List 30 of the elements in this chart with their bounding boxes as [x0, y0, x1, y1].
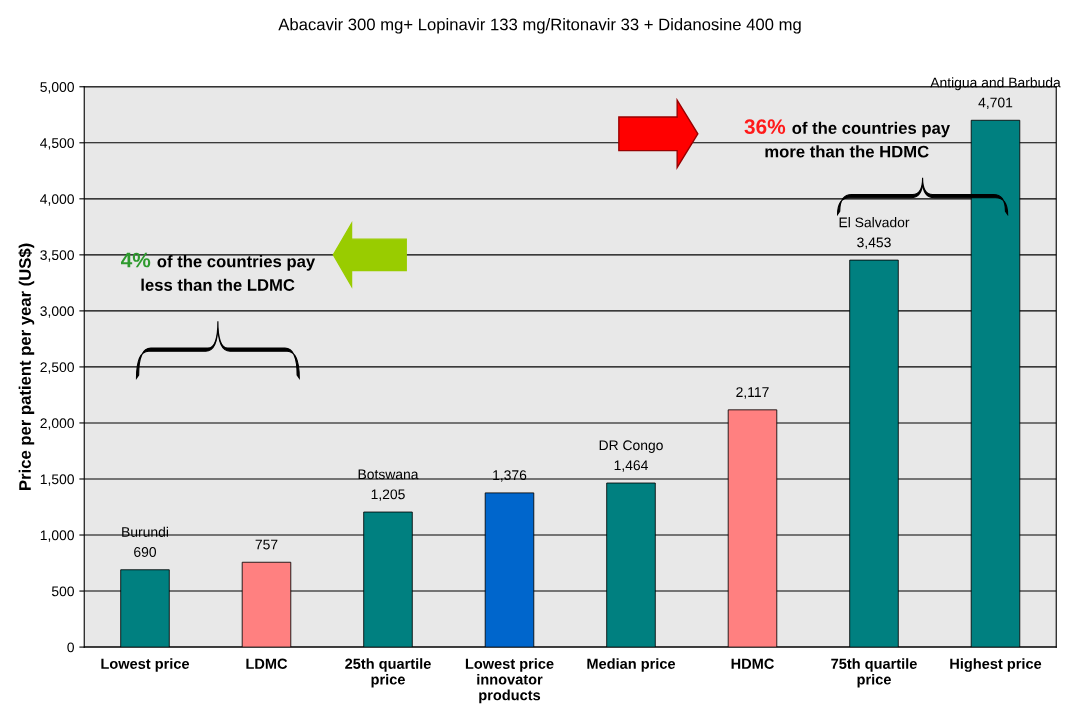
y-tick-label: 2,500: [40, 362, 74, 374]
y-axis-title: Price per patient per year (US$): [18, 243, 35, 490]
y-tick-label: 5,000: [40, 82, 74, 94]
data-label: Burundi 690: [122, 526, 168, 557]
x-tick-label: Median price: [587, 658, 676, 672]
chart-title: Abacavir 300 mg+ Lopinavir 133 mg/Ritonavir 33 + Didanosine 400 mg: [278, 18, 801, 34]
y-tick-label: 2,000: [40, 418, 74, 430]
data-label: 2,117: [736, 387, 769, 399]
data-label: 757: [255, 539, 278, 550]
y-tick-label: 1,500: [40, 474, 74, 486]
y-tick-label: 500: [51, 586, 74, 597]
x-tick-label: LDMC: [246, 658, 288, 669]
data-label: El Salvador 3,453: [839, 217, 910, 249]
x-tick-label: Highest price: [950, 658, 1042, 672]
x-tick-label: HDMC: [731, 658, 774, 669]
annotation: 4% of the countries pay less than the LDMC: [121, 252, 316, 291]
annotation: 36% of the countries pay more than the HDMC: [744, 119, 950, 158]
data-label: DR Congo 1,464: [599, 440, 663, 472]
x-tick-label: Lowest price innovator products: [465, 658, 554, 704]
x-tick-label: 75th quartile price: [831, 658, 917, 688]
x-tick-label: Lowest price: [101, 658, 190, 672]
y-tick-label: 4,500: [40, 138, 74, 150]
y-tick-label: 3,000: [40, 306, 74, 318]
y-tick-label: 0: [67, 642, 74, 653]
y-tick-label: 1,000: [40, 530, 74, 542]
data-label: 1,376: [493, 470, 527, 482]
y-tick-label: 4,000: [40, 194, 74, 206]
x-tick-label: 25th quartile price: [345, 658, 431, 688]
data-label: Botswana 1,205: [358, 469, 419, 501]
y-tick-label: 3,500: [40, 250, 74, 262]
